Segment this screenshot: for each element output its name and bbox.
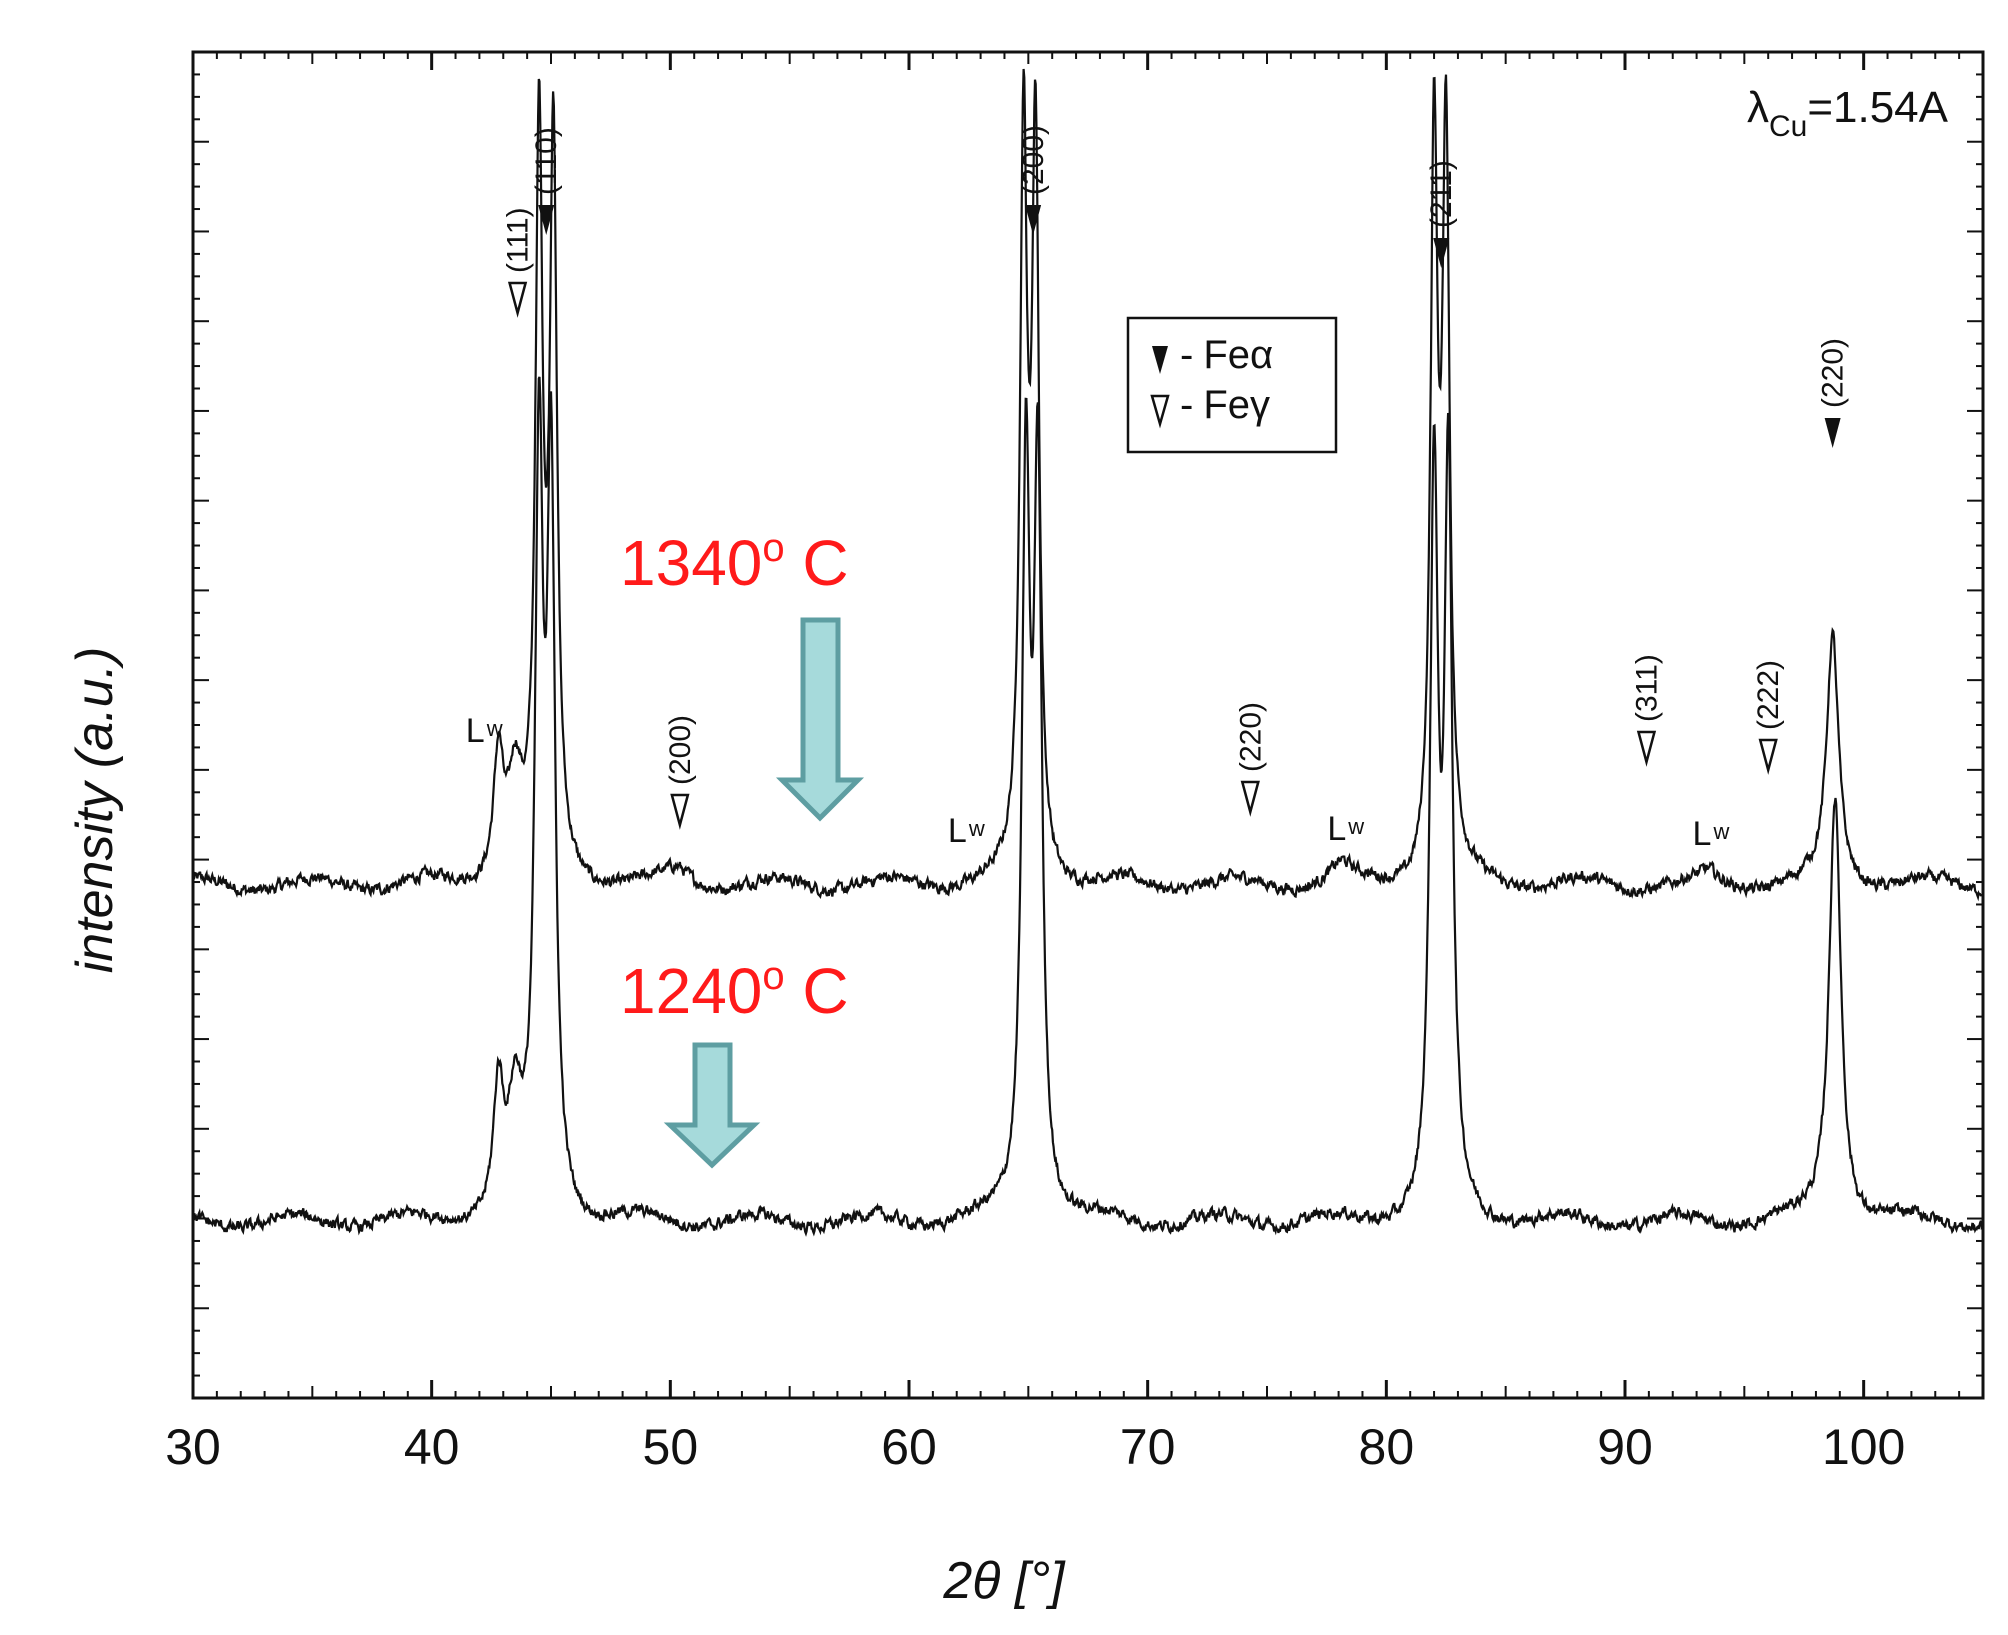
lw-mark: Lw <box>1327 810 1364 848</box>
fe-alpha-peak-3: (220) <box>1817 338 1850 448</box>
trace-series-1340 <box>193 68 1983 902</box>
fe-gamma-peak-0: (111) <box>502 207 535 318</box>
x-tick-label: 80 <box>1359 1419 1415 1475</box>
x-axis-ticks: 30 40 50 60 70 80 90 100 <box>165 52 1984 1475</box>
fe-gamma-peak-1: (200) <box>664 715 697 830</box>
fe-gamma-peak-label: (220) <box>1234 702 1267 772</box>
x-tick-label: 100 <box>1822 1419 1905 1475</box>
x-tick-label: 40 <box>404 1419 460 1475</box>
fe-alpha-peak-label: (110) <box>530 127 563 195</box>
lw-mark: Lw <box>1693 815 1730 853</box>
temperature-label-1340: 1340o C <box>620 526 849 599</box>
fe-alpha-peak-label: (200) <box>1017 125 1050 195</box>
temperature-label-1240: 1240o C <box>620 954 849 1027</box>
fe-alpha-triangle <box>1025 205 1042 235</box>
legend-marker-fe-alpha <box>1152 346 1168 374</box>
legend-entry-fe-gamma: - Feγ <box>1180 383 1270 427</box>
legend-box <box>1126 316 1338 454</box>
x-tick-label: 90 <box>1597 1419 1653 1475</box>
arrow-down-1340 <box>775 617 865 822</box>
legend: - Feα - Feγ <box>1126 316 1338 454</box>
arrow-down-1240 <box>663 1042 761 1169</box>
fe-alpha-peak-0: (110) <box>530 127 563 235</box>
fe-gamma-triangle <box>1758 738 1778 775</box>
x-tick-label: 30 <box>165 1419 221 1475</box>
fe-gamma-peak-3: (311) <box>1630 654 1663 767</box>
fe-gamma-peak-label: (200) <box>664 715 697 785</box>
wavelength-note: λCu=1.54A <box>1747 83 1949 143</box>
fe-gamma-peak-label: (311) <box>1630 654 1663 722</box>
lw-mark: Lw <box>948 812 985 850</box>
lw-annotations: Lw Lw Lw Lw <box>466 712 1730 853</box>
x-tick-label: 50 <box>643 1419 699 1475</box>
x-tick-label: 60 <box>881 1419 937 1475</box>
fe-gamma-triangle <box>507 281 528 318</box>
fe-gamma-triangle <box>670 793 690 830</box>
x-tick-label: 70 <box>1120 1419 1176 1475</box>
series-traces <box>193 68 1983 1237</box>
legend-marker-fe-gamma <box>1150 394 1170 429</box>
y-axis-ticks <box>193 51 1983 1399</box>
fe-gamma-peak-2: (220) <box>1234 702 1267 817</box>
lw-mark: Lw <box>466 712 503 750</box>
fe-alpha-peak-label: (211) <box>1425 160 1458 228</box>
peak-annotations: (110) (200) (211) (220) (111) (200) (220) (311)… <box>502 125 1850 830</box>
fe-gamma-peak-4: (222) <box>1752 660 1785 775</box>
fe-alpha-triangle <box>1433 238 1450 268</box>
y-axis-title: intensity (a.u.) <box>66 647 124 974</box>
trace-series-1240 <box>193 376 1983 1237</box>
fe-gamma-peak-label: (222) <box>1752 660 1785 730</box>
fe-alpha-peak-2: (211) <box>1425 160 1458 268</box>
fe-alpha-triangle <box>538 205 555 235</box>
fe-alpha-peak-1: (200) <box>1017 125 1050 235</box>
legend-entry-fe-alpha: - Feα <box>1180 333 1273 377</box>
fe-gamma-peak-label: (111) <box>502 207 535 273</box>
x-axis-title: 2θ [°] <box>942 1552 1066 1610</box>
fe-alpha-triangle <box>1824 418 1841 448</box>
fe-gamma-triangle <box>1240 780 1260 817</box>
fe-gamma-triangle <box>1636 730 1657 767</box>
fe-alpha-peak-label: (220) <box>1817 338 1850 408</box>
